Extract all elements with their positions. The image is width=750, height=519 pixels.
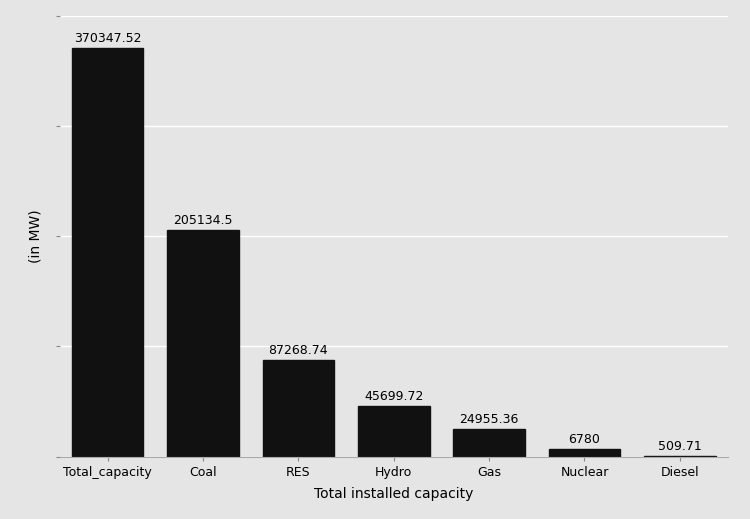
Bar — [644, 456, 716, 457]
Bar — [453, 429, 525, 457]
Text: 24955.36: 24955.36 — [460, 413, 519, 426]
Bar — [358, 406, 430, 457]
Text: 509.71: 509.71 — [658, 440, 702, 453]
Y-axis label: (in MW): (in MW) — [28, 209, 43, 263]
Text: 6780: 6780 — [568, 433, 601, 446]
X-axis label: Total installed capacity: Total installed capacity — [314, 487, 473, 501]
Text: 87268.74: 87268.74 — [268, 344, 328, 357]
Bar — [72, 48, 143, 457]
Bar — [167, 230, 238, 457]
Text: 45699.72: 45699.72 — [364, 390, 424, 403]
Bar — [262, 361, 334, 457]
Text: 205134.5: 205134.5 — [173, 214, 232, 227]
Bar — [549, 449, 620, 457]
Text: 370347.52: 370347.52 — [74, 32, 142, 45]
